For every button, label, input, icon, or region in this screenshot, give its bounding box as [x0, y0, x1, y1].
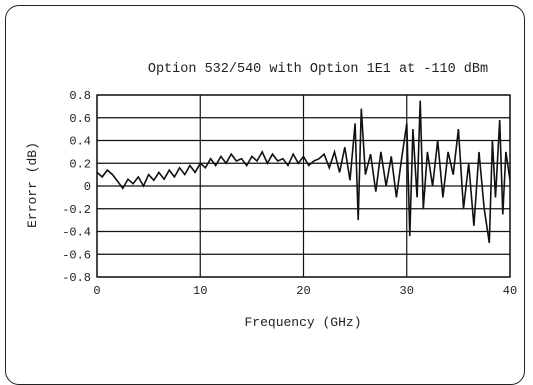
y-tick-label: 0.6 [69, 112, 91, 126]
y-axis-label: Errorr (dB) [25, 142, 40, 228]
y-tick-label: -0.6 [62, 248, 91, 262]
x-axis-ticks: 0 10 20 30 40 [93, 284, 517, 298]
y-tick-label: 0 [84, 180, 91, 194]
y-tick-label: 0.4 [69, 135, 91, 149]
x-tick-label: 10 [193, 284, 207, 298]
x-tick-label: 30 [400, 284, 414, 298]
y-tick-label: -0.4 [62, 226, 91, 240]
chart-frame [5, 5, 525, 385]
chart: Option 532/540 with Option 1E1 at -110 d… [25, 62, 517, 330]
x-tick-label: 40 [503, 284, 517, 298]
x-axis-label: Frequency (GHz) [244, 315, 361, 330]
chart-title: Option 532/540 with Option 1E1 at -110 d… [148, 62, 488, 77]
x-tick-label: 0 [93, 284, 100, 298]
y-tick-label: -0.2 [62, 203, 91, 217]
y-axis-ticks: 0.8 0.6 0.4 0.2 0 -0.2 -0.4 -0.6 -0.8 [62, 89, 91, 285]
y-tick-label: 0.2 [69, 157, 91, 171]
plot-frame [96, 94, 511, 278]
chart-grid [96, 94, 511, 278]
plot-border [96, 94, 511, 278]
y-tick-label: -0.8 [62, 271, 91, 285]
series-line [96, 100, 511, 244]
x-tick-label: 20 [296, 284, 310, 298]
y-tick-label: 0.8 [69, 89, 91, 103]
